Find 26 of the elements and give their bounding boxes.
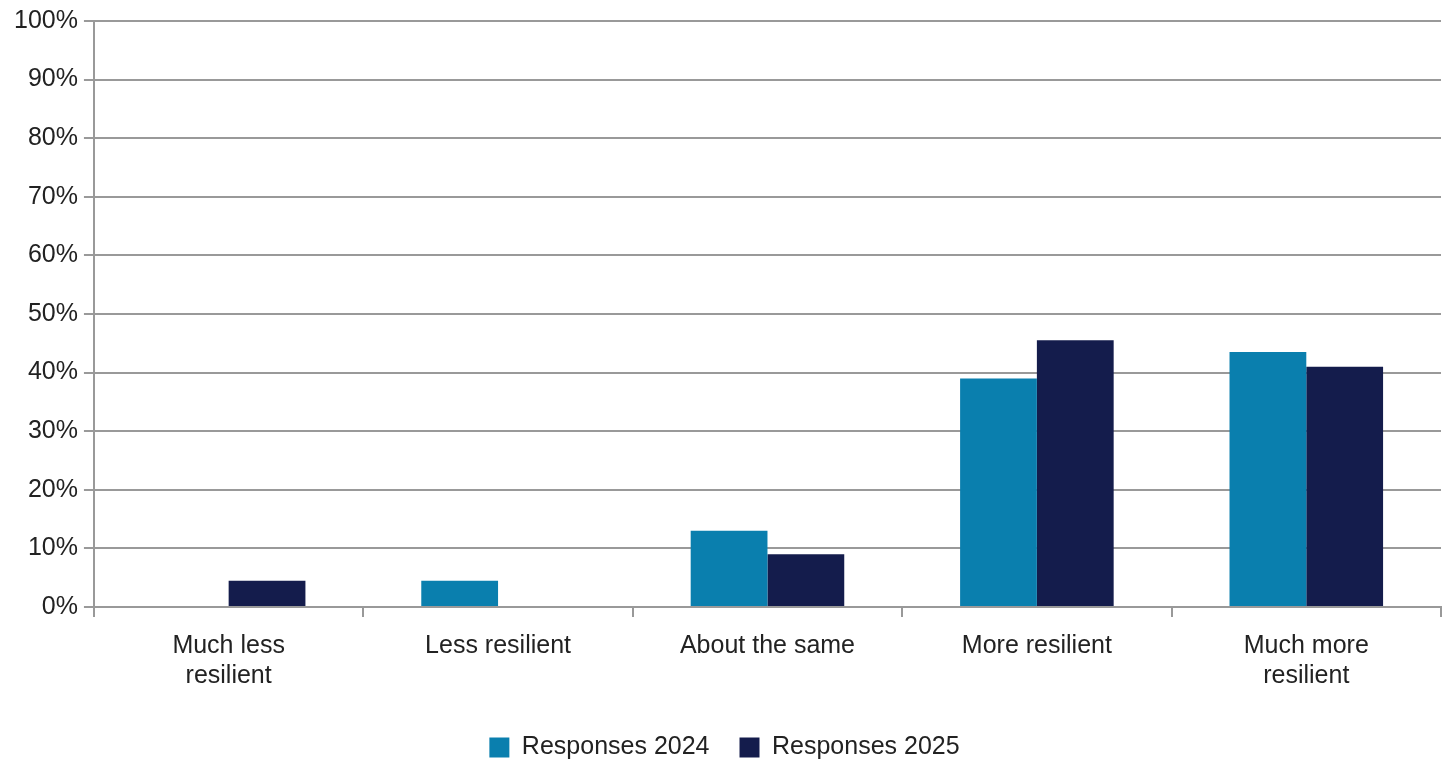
y-tick-label: 50% (27, 297, 78, 326)
x-tick-label: Much more resilient (1243, 629, 1369, 688)
y-tick-label: 70% (27, 180, 78, 209)
x-tick-label: More resilient (961, 629, 1112, 658)
y-tick-label: 100% (13, 4, 78, 33)
y-tick-label: 90% (27, 63, 78, 92)
bar (960, 378, 1037, 606)
x-tick-label: Much less resilient (172, 629, 285, 688)
y-tick-label: 30% (27, 415, 78, 444)
bar (1306, 366, 1384, 606)
bar (228, 580, 306, 606)
y-tick-label: 60% (27, 239, 78, 268)
x-tick-label: About the same (679, 629, 856, 658)
bar (690, 530, 768, 606)
y-tick-label: 20% (27, 473, 78, 502)
y-tick-label: 40% (27, 356, 78, 385)
bar (1229, 352, 1307, 606)
y-tick-label: 0% (41, 590, 78, 619)
x-tick-label: Less resilient (425, 629, 572, 658)
bar (421, 580, 499, 606)
y-tick-label: 80% (27, 122, 78, 151)
y-tick-label: 10% (27, 532, 78, 561)
legend-label: Responses 2025 (772, 731, 960, 760)
bar (1036, 340, 1114, 606)
legend-label: Responses 2024 (521, 731, 710, 760)
bar (767, 554, 845, 606)
